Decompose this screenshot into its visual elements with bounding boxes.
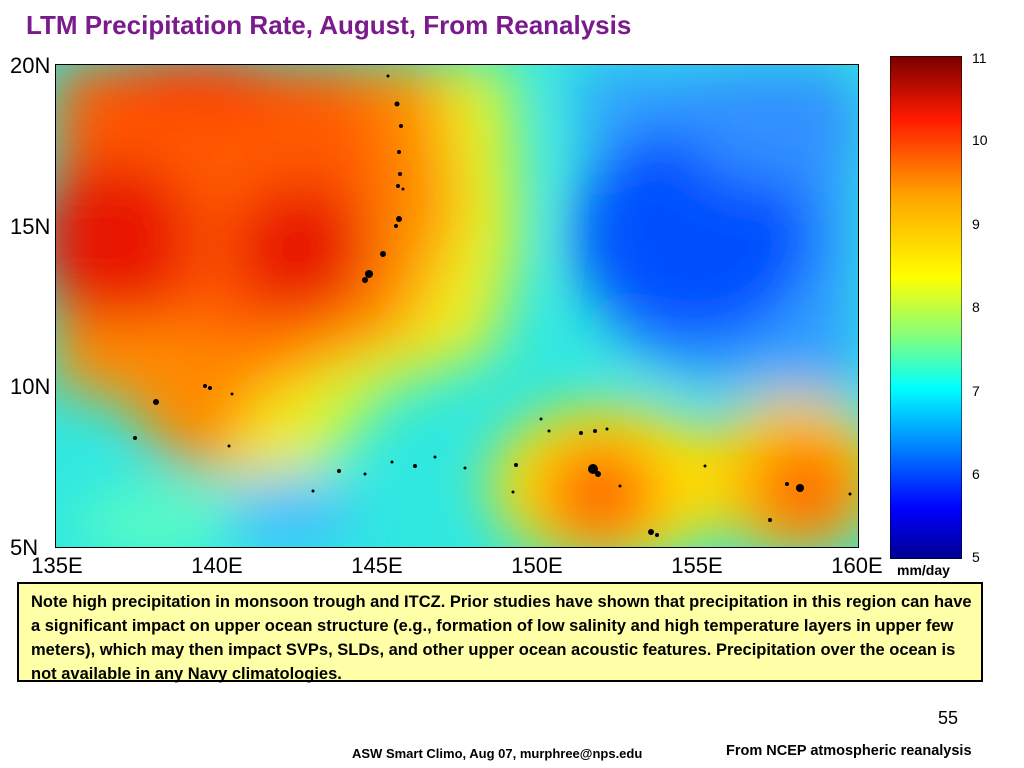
lat-label-15n: 15N bbox=[10, 214, 51, 239]
footer-credit: ASW Smart Climo, Aug 07, murphree@nps.ed… bbox=[352, 746, 643, 761]
colorbar-tick-5: 5 bbox=[972, 549, 980, 565]
lon-label-160e: 160E bbox=[831, 553, 883, 578]
colorbar-units: mm/day bbox=[897, 562, 950, 578]
lat-label-5n: 5N bbox=[10, 535, 39, 560]
colorbar-tick-10: 10 bbox=[972, 132, 988, 148]
slide-title: LTM Precipitation Rate, August, From Rea… bbox=[26, 10, 632, 40]
colorbar-tick-6: 6 bbox=[972, 466, 980, 482]
footer-source: From NCEP atmospheric reanalysis bbox=[726, 743, 972, 759]
lat-label-10n: 10N bbox=[10, 374, 51, 399]
colorbar-tick-11: 11 bbox=[972, 50, 987, 66]
lon-label-135e: 135E bbox=[31, 553, 83, 578]
lon-label-140e: 140E bbox=[191, 553, 243, 578]
lon-label-150e: 150E bbox=[511, 553, 563, 578]
note-box: Note high precipitation in monsoon troug… bbox=[17, 582, 983, 683]
colorbar-tick-7: 7 bbox=[972, 383, 980, 399]
precipitation-map bbox=[55, 64, 859, 548]
lon-label-145e: 145E bbox=[351, 553, 403, 578]
page-number: 55 bbox=[938, 708, 959, 728]
colorbar-tick-9: 9 bbox=[972, 216, 980, 232]
lon-label-155e: 155E bbox=[671, 553, 723, 578]
colorbar bbox=[890, 56, 962, 559]
lat-label-20n: 20N bbox=[10, 53, 51, 78]
colorbar-tick-8: 8 bbox=[972, 299, 980, 315]
